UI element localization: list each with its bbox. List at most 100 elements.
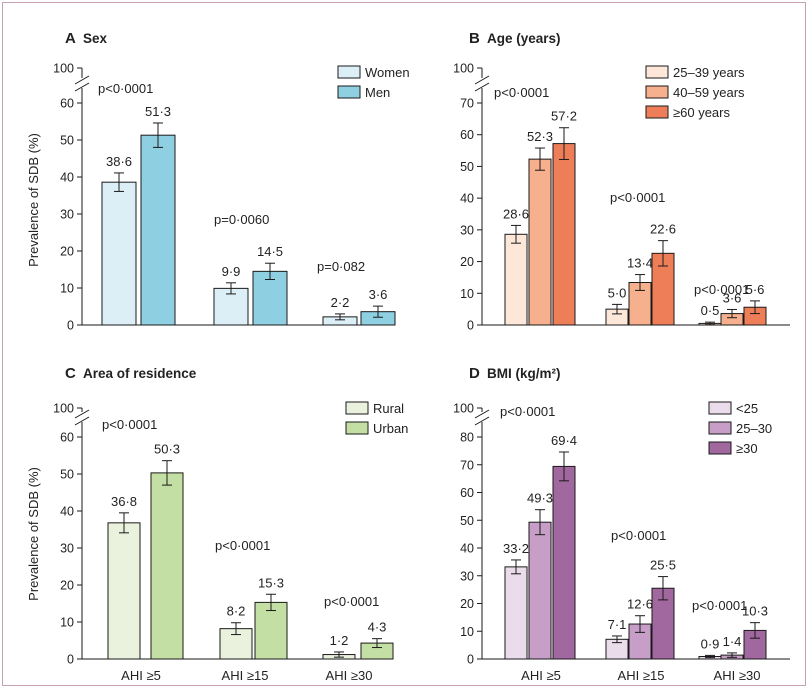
panel-sex-legend-swatch [337,65,361,79]
panel-bmi-value-label: 69·4 [551,433,577,448]
panel-age-bar [528,158,552,326]
panel-bmi-bar [528,521,552,660]
panel-area-letter: C [65,365,76,382]
panel-area-legend-swatch [345,421,369,435]
panel-sex-p-value: p<0·0001 [98,81,153,96]
panel-area-y-tick-label: 0 [67,653,74,667]
panel-age-y-tick-label: 10 [460,287,474,301]
panel-age-legend-swatch [645,85,669,99]
panel-bmi-value-label: 33·2 [503,541,529,556]
panel-sex-value-label: 51·3 [145,104,171,119]
panel-sex-bar [140,134,176,326]
panel-age-bar [552,143,576,326]
panel-sex-y-tick-label: 10 [60,282,74,296]
panel-bmi-axis-break-lower [474,416,490,426]
panel-bmi-y-tick-label: 20 [460,597,474,611]
panel-bmi-y-tick-label-100: 100 [453,402,474,416]
panel-sex-legend-swatch [337,85,361,99]
panel-age-axis-break-lower [474,82,490,92]
panel-age-y-tick-label-100: 100 [453,62,474,76]
panel-sex-y-tick-label: 50 [60,134,74,148]
panel-area-p-value: p<0·0001 [215,538,270,553]
panel-bmi-p-value: p<0·0001 [692,598,747,613]
panel-age-value-label: 0·5 [701,303,720,318]
panel-bmi-y-tick-label: 50 [460,514,474,528]
panel-area-value-label: 8·2 [227,604,246,619]
panel-area-y-tick-label: 10 [60,616,74,630]
panel-sex-p-value: p=0·0060 [214,212,269,227]
panel-bmi-x-category-label: AHI ≥30 [714,668,761,683]
panel-area-value-label: 50·3 [154,442,180,457]
panel-bmi-p-value: p<0·0001 [611,528,666,543]
panel-age-y-tick-label: 40 [460,192,474,206]
panel-age-bar [504,233,528,326]
panel-age-y-tick-label: 60 [460,128,474,142]
panel-age-axis-break-upper [474,75,490,85]
panel-sex-title: Sex [83,31,108,46]
panel-area-legend-label: Urban [373,421,408,436]
panel-sex-bar [101,181,137,326]
panel-bmi-value-label: 10·3 [742,604,768,619]
panel-age-legend-swatch [645,105,669,119]
panel-area-value-label: 15·3 [258,575,284,590]
panel-area-x-category-label: AHI ≥30 [326,668,373,683]
panel-area-title: Area of residence [83,366,197,381]
panel-area-axis-break-lower [74,416,90,426]
panel-area-legend-label: Rural [373,401,404,416]
panel-bmi-letter: D [469,365,480,382]
panel-area-axis-break-upper [74,409,90,419]
panel-age-y-tick-label: 70 [460,97,474,111]
panel-sex-axis-break-lower [74,82,90,92]
panel-area-y-axis-label: Prevalence of SDB (%) [26,467,41,601]
panel-bmi-y-tick-label: 70 [460,458,474,472]
panel-bmi-x-category-label: AHI ≥15 [618,668,665,683]
panel-area-p-value: p<0·0001 [102,417,157,432]
panel-sex-y-tick-label-100: 100 [53,62,74,76]
panel-bmi-value-label: 49·3 [527,491,553,506]
panel-bmi-x-category-label: AHI ≥5 [521,668,561,683]
panel-age-value-label: 22·6 [650,222,676,237]
panel-sex-value-label: 38·6 [106,154,132,169]
panel-bmi-y-tick-label: 80 [460,431,474,445]
panel-sex-y-tick-label: 30 [60,208,74,222]
panel-bmi-value-label: 1·4 [723,634,742,649]
panel-area-x-category-label: AHI ≥15 [222,668,269,683]
panel-age-p-value: p<0·0001 [610,190,665,205]
panel-sex-letter: A [65,30,76,47]
panel-age-p-value: p<0·0001 [694,282,749,297]
panel-area-p-value: p<0·0001 [324,594,379,609]
panel-sex-y-tick-label: 40 [60,171,74,185]
panel-age-value-label: 3·6 [723,290,742,305]
panel-bmi-value-label: 7·1 [608,617,627,632]
panel-sex-y-axis-label: Prevalence of SDB (%) [26,133,41,267]
panel-bmi-legend-label: ≥30 [736,441,758,456]
panel-bmi-legend-swatch [708,401,732,415]
panel-age-value-label: 5·0 [608,285,627,300]
panel-sex-value-label: 3·6 [369,287,388,302]
panel-age-value-label: 52·3 [527,129,553,144]
panel-age-value-label: 57·2 [551,109,577,124]
panel-bmi-legend-swatch [708,441,732,455]
panel-bmi-y-tick-label: 10 [460,625,474,639]
panel-age-y-tick-label: 50 [460,160,474,174]
panel-age-value-label: 28·6 [503,206,529,221]
panel-sex-y-tick-label: 20 [60,245,74,259]
panel-age-legend-swatch [645,65,669,79]
panel-area-y-tick-label-100: 100 [53,402,74,416]
panel-bmi-title: BMI (kg/m²) [487,366,561,381]
panel-bmi-legend-swatch [708,421,732,435]
panel-age-y-tick-label: 0 [467,319,474,333]
panel-area-bar [107,522,141,660]
panel-sex-value-label: 14·5 [257,244,283,259]
panel-area-legend-swatch [345,401,369,415]
panel-bmi-axis-break-upper [474,409,490,419]
panel-area-y-tick-label: 50 [60,468,74,482]
panel-area-value-label: 4·3 [368,620,387,635]
panel-age-letter: B [469,30,480,47]
panel-age-title: Age (years) [487,31,561,46]
panel-area-value-label: 36·8 [111,494,137,509]
panel-sex-y-tick-label: 60 [60,97,74,111]
panel-sex-value-label: 2·2 [331,295,350,310]
panel-area-y-tick-label: 30 [60,542,74,556]
